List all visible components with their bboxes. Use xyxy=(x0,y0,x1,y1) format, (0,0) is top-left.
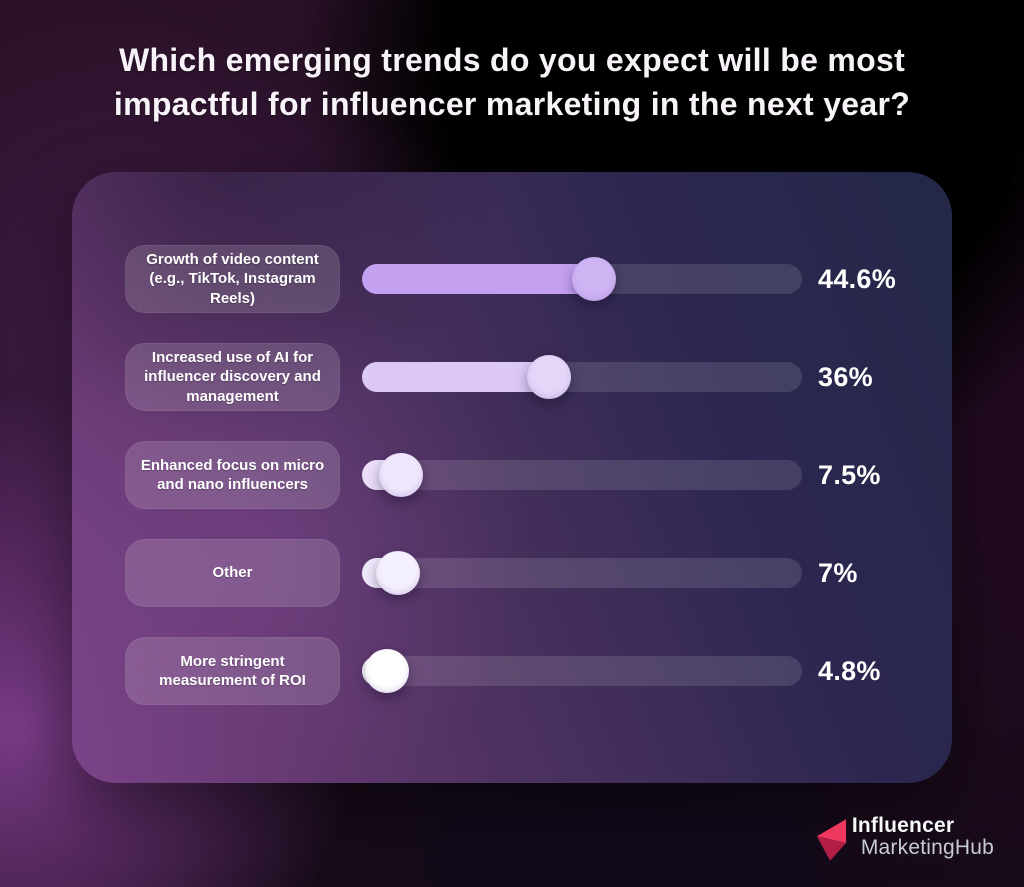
slider-knob xyxy=(571,257,616,301)
logo-line1: Influencer xyxy=(851,814,955,837)
slider xyxy=(362,257,802,301)
brand-logo: Influencer MarketingHub xyxy=(815,814,994,863)
category-label: Enhanced focus on micro and nano influen… xyxy=(140,456,325,493)
chart-row: Enhanced focus on micro and nano influen… xyxy=(125,441,952,509)
chart-card: Growth of video content (e.g., TikTok, I… xyxy=(72,172,952,783)
slider xyxy=(362,453,802,497)
category-label: More stringent measurement of ROI xyxy=(159,652,306,689)
chart-row: Other 7% xyxy=(125,539,952,607)
slider xyxy=(362,551,802,595)
value-label: 44.6% xyxy=(818,263,897,294)
logo-text: Influencer MarketingHub xyxy=(851,814,994,860)
slider-fill xyxy=(362,264,594,294)
slider-track xyxy=(362,460,802,490)
slider-knob xyxy=(364,649,409,693)
chart-row: Growth of video content (e.g., TikTok, I… xyxy=(125,245,952,313)
category-label: Other xyxy=(212,564,253,582)
category-label-pill: Other xyxy=(125,539,340,607)
logo-line2: MarketingHub xyxy=(860,836,994,860)
value-label: 4.8% xyxy=(818,655,881,686)
chart-row: Increased use of AI for influencer disco… xyxy=(125,343,952,411)
slider-knob xyxy=(378,453,423,497)
category-label: Increased use of AI for influencer disco… xyxy=(144,349,321,405)
slider-track xyxy=(362,558,802,588)
slider xyxy=(362,355,802,399)
category-label-pill: Increased use of AI for influencer disco… xyxy=(125,343,340,411)
slider-fill xyxy=(362,362,549,392)
slider-knob xyxy=(376,551,421,595)
slider-knob xyxy=(526,355,571,399)
page-title: Which emerging trends do you expect will… xyxy=(113,42,911,123)
category-label-pill: Growth of video content (e.g., TikTok, I… xyxy=(125,245,340,313)
category-label-pill: Enhanced focus on micro and nano influen… xyxy=(125,441,340,509)
category-label-pill: More stringent measurement of ROI xyxy=(125,637,340,705)
value-label: 7.5% xyxy=(818,459,881,490)
chart-row: More stringent measurement of ROI 4.8% xyxy=(125,637,952,705)
slider xyxy=(362,649,802,693)
arrow-left-fold-icon xyxy=(816,819,846,861)
value-label: 36% xyxy=(818,361,873,392)
category-label: Growth of video content (e.g., TikTok, I… xyxy=(146,251,319,307)
value-label: 7% xyxy=(818,557,858,588)
slider-track xyxy=(362,656,802,686)
